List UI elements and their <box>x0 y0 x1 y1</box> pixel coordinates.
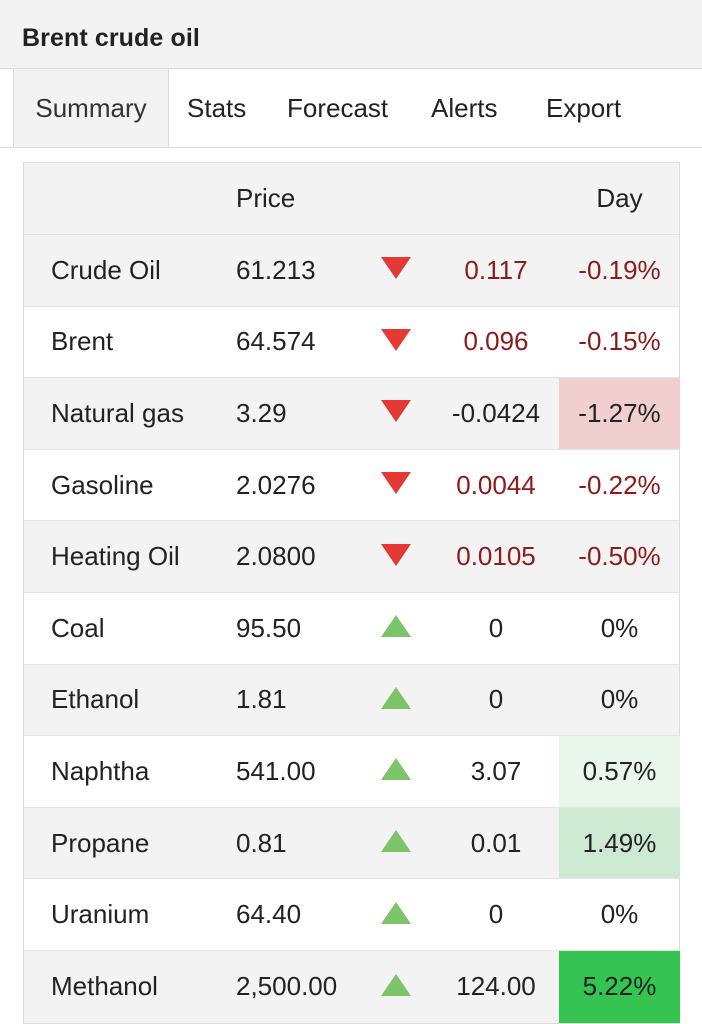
up-arrow-icon <box>381 665 411 736</box>
up-arrow-icon <box>381 951 411 1023</box>
tab-bar: Summary Stats Forecast Alerts Export <box>0 69 702 148</box>
down-arrow-icon <box>381 450 411 521</box>
change-value: 0 <box>488 684 504 715</box>
change-value: 0.0044 <box>456 469 536 500</box>
commodity-price: 2.0800 <box>236 541 316 572</box>
commodity-name: Naphtha <box>51 755 150 786</box>
triangle-down-icon <box>381 400 411 423</box>
percent-change: 1.49% <box>559 807 680 879</box>
up-arrow-icon <box>381 736 411 807</box>
percent-change: 5.22% <box>559 950 680 1023</box>
table-row[interactable]: Coal 95.50 0 0% <box>24 593 679 665</box>
triangle-up-icon <box>381 686 411 709</box>
commodity-price: 0.81 <box>236 827 287 858</box>
commodity-name: Coal <box>51 612 105 643</box>
commodity-price: 1.81 <box>236 684 287 715</box>
down-arrow-icon <box>381 378 411 449</box>
commodity-price: 541.00 <box>236 755 316 786</box>
up-arrow-icon <box>381 808 411 879</box>
page-title: Brent crude oil <box>22 24 200 52</box>
table-row[interactable]: Gasoline 2.0276 0.0044 -0.22% <box>24 450 679 522</box>
commodity-price: 95.50 <box>236 612 302 643</box>
change-value: 0.117 <box>464 254 528 285</box>
table-row[interactable]: Ethanol 1.81 0 0% <box>24 664 679 737</box>
commodity-name: Gasoline <box>51 469 154 500</box>
table-row[interactable]: Natural gas 3.29 -0.0424 -1.27% <box>24 378 680 450</box>
down-arrow-icon <box>381 307 411 378</box>
commodity-price: 2.0276 <box>236 469 316 500</box>
change-value: -0.0424 <box>451 397 541 428</box>
change-value: 0 <box>488 899 504 930</box>
commodity-name: Ethanol <box>51 684 140 715</box>
percent-change: 0% <box>600 899 639 930</box>
change-value: 0.096 <box>463 326 529 357</box>
table-row[interactable]: Uranium 64.40 0 0% <box>24 879 679 951</box>
commodity-price: 61.213 <box>236 254 316 285</box>
tab-forecast[interactable]: Forecast <box>287 93 389 123</box>
percent-change: 0% <box>600 612 639 643</box>
commodity-price: 64.574 <box>236 326 316 357</box>
tab-stats[interactable]: Stats <box>187 93 247 123</box>
up-arrow-icon <box>381 879 411 950</box>
percent-change: 0.57% <box>559 736 680 807</box>
commodity-price: 2,500.00 <box>236 971 338 1002</box>
percent-change: -0.50% <box>578 541 661 572</box>
commodity-name: Uranium <box>51 899 150 930</box>
commodity-name: Crude Oil <box>51 254 161 285</box>
price-column-header: Price <box>236 183 296 213</box>
change-value: 3.07 <box>470 755 522 786</box>
up-arrow-icon <box>381 593 411 664</box>
commodity-name: Propane <box>51 827 150 858</box>
day-column-header: Day <box>596 183 643 213</box>
commodity-name: Heating Oil <box>51 541 180 572</box>
triangle-up-icon <box>381 758 411 781</box>
table-row[interactable]: Propane 0.81 0.01 1.49% <box>24 807 680 880</box>
triangle-up-icon <box>381 973 411 996</box>
down-arrow-icon <box>381 235 411 306</box>
table-header-row: Price Day <box>24 163 679 235</box>
percent-change: 0% <box>600 684 639 715</box>
table-row[interactable]: Methanol 2,500.00 124.00 5.22% <box>24 950 680 1023</box>
commodity-name: Natural gas <box>51 397 184 428</box>
change-value: 0 <box>488 612 504 643</box>
down-arrow-icon <box>381 521 411 592</box>
triangle-down-icon <box>381 543 411 566</box>
change-value: 0.01 <box>470 827 522 858</box>
commodity-name: Methanol <box>51 971 158 1002</box>
tab-export[interactable]: Export <box>546 93 622 123</box>
table-row[interactable]: Brent 64.574 0.096 -0.15% <box>24 307 679 379</box>
tab-alerts[interactable]: Alerts <box>431 93 498 123</box>
percent-change: -0.15% <box>578 326 661 357</box>
commodity-name: Brent <box>51 326 114 357</box>
change-value: 124.00 <box>456 971 536 1002</box>
tab-summary[interactable]: Summary <box>13 69 169 147</box>
triangle-down-icon <box>381 472 411 495</box>
commodities-table: Price Day Crude Oil 61.213 0.117 -0.19% Bren… <box>23 162 680 1024</box>
change-value: 0.0105 <box>456 541 536 572</box>
percent-change: -1.27% <box>559 378 680 449</box>
table-row[interactable]: Naphtha 541.00 3.07 0.57% <box>24 736 680 808</box>
triangle-up-icon <box>381 830 411 853</box>
triangle-up-icon <box>381 901 411 924</box>
commodity-price: 64.40 <box>236 899 302 930</box>
title-bar: Brent crude oil <box>0 0 702 69</box>
triangle-down-icon <box>381 257 411 280</box>
triangle-up-icon <box>381 615 411 638</box>
commodity-price: 3.29 <box>236 397 287 428</box>
triangle-down-icon <box>381 328 411 351</box>
table-row[interactable]: Heating Oil 2.0800 0.0105 -0.50% <box>24 521 679 593</box>
table-row[interactable]: Crude Oil 61.213 0.117 -0.19% <box>24 235 679 307</box>
percent-change: -0.19% <box>578 254 661 285</box>
percent-change: -0.22% <box>578 469 661 500</box>
